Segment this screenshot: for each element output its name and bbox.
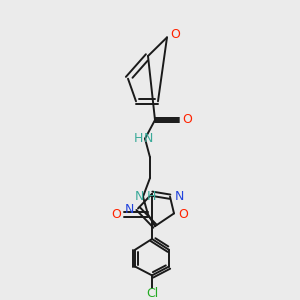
- Text: N: N: [143, 132, 153, 145]
- Text: O: O: [182, 113, 192, 127]
- Text: O: O: [178, 208, 188, 221]
- Text: N: N: [174, 190, 184, 203]
- Text: H: H: [146, 190, 156, 203]
- Text: Cl: Cl: [146, 286, 158, 300]
- Text: O: O: [111, 208, 121, 221]
- Text: O: O: [170, 28, 180, 41]
- Text: N: N: [124, 203, 134, 216]
- Text: N: N: [134, 190, 144, 203]
- Text: H: H: [133, 132, 143, 145]
